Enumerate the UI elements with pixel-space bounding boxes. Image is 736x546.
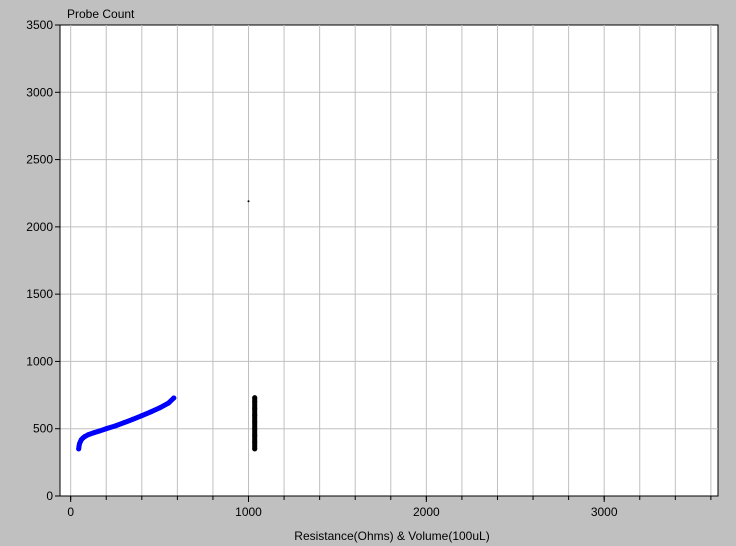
y-tick-label: 2500 xyxy=(26,153,53,167)
series-1-point xyxy=(252,439,258,445)
axes: 0 500 1000 1500 2000 2500 3000 3500 0 1000 2000 300… xyxy=(26,18,718,519)
series-0-point xyxy=(112,423,118,429)
series-0-point xyxy=(165,400,171,406)
series-1-point xyxy=(252,395,258,401)
x-tick-label: 1000 xyxy=(235,505,262,519)
grid-lines xyxy=(60,25,718,496)
plot-area xyxy=(59,24,719,497)
y-tick-label: 2000 xyxy=(26,220,53,234)
series-1-point xyxy=(252,432,258,438)
series-0-point xyxy=(139,413,145,419)
series-1-point xyxy=(252,426,258,432)
series-0-point xyxy=(157,405,163,411)
x-axis-title: Resistance(Ohms) & Volume(100uL) xyxy=(294,529,489,543)
x-tick-label: 3000 xyxy=(591,505,618,519)
series-1-point xyxy=(252,419,258,425)
series-0-point xyxy=(91,430,97,436)
series-0-point xyxy=(130,416,136,422)
data-series xyxy=(76,200,258,452)
y-tick-label: 3500 xyxy=(26,18,53,32)
series-0-point xyxy=(148,409,154,415)
series-1-point xyxy=(252,399,258,405)
series-1-point xyxy=(252,406,258,412)
series-0-point xyxy=(171,395,177,401)
y-tick-label: 0 xyxy=(46,489,53,503)
y-tick-label: 500 xyxy=(33,422,53,436)
series-0-point xyxy=(85,432,91,438)
x-tick-label: 2000 xyxy=(413,505,440,519)
y-tick-label: 3000 xyxy=(26,85,53,99)
series-1-point xyxy=(252,412,258,418)
y-axis-title: Probe Count xyxy=(67,7,135,21)
series-1-point xyxy=(252,446,258,452)
x-tick-label: 0 xyxy=(67,505,74,519)
y-tick-label: 1500 xyxy=(26,287,53,301)
series-2-point xyxy=(247,200,250,203)
series-0-point xyxy=(103,426,109,432)
y-tick-label: 1000 xyxy=(26,354,53,368)
series-0-point xyxy=(96,428,102,434)
series-0-point xyxy=(121,420,127,426)
